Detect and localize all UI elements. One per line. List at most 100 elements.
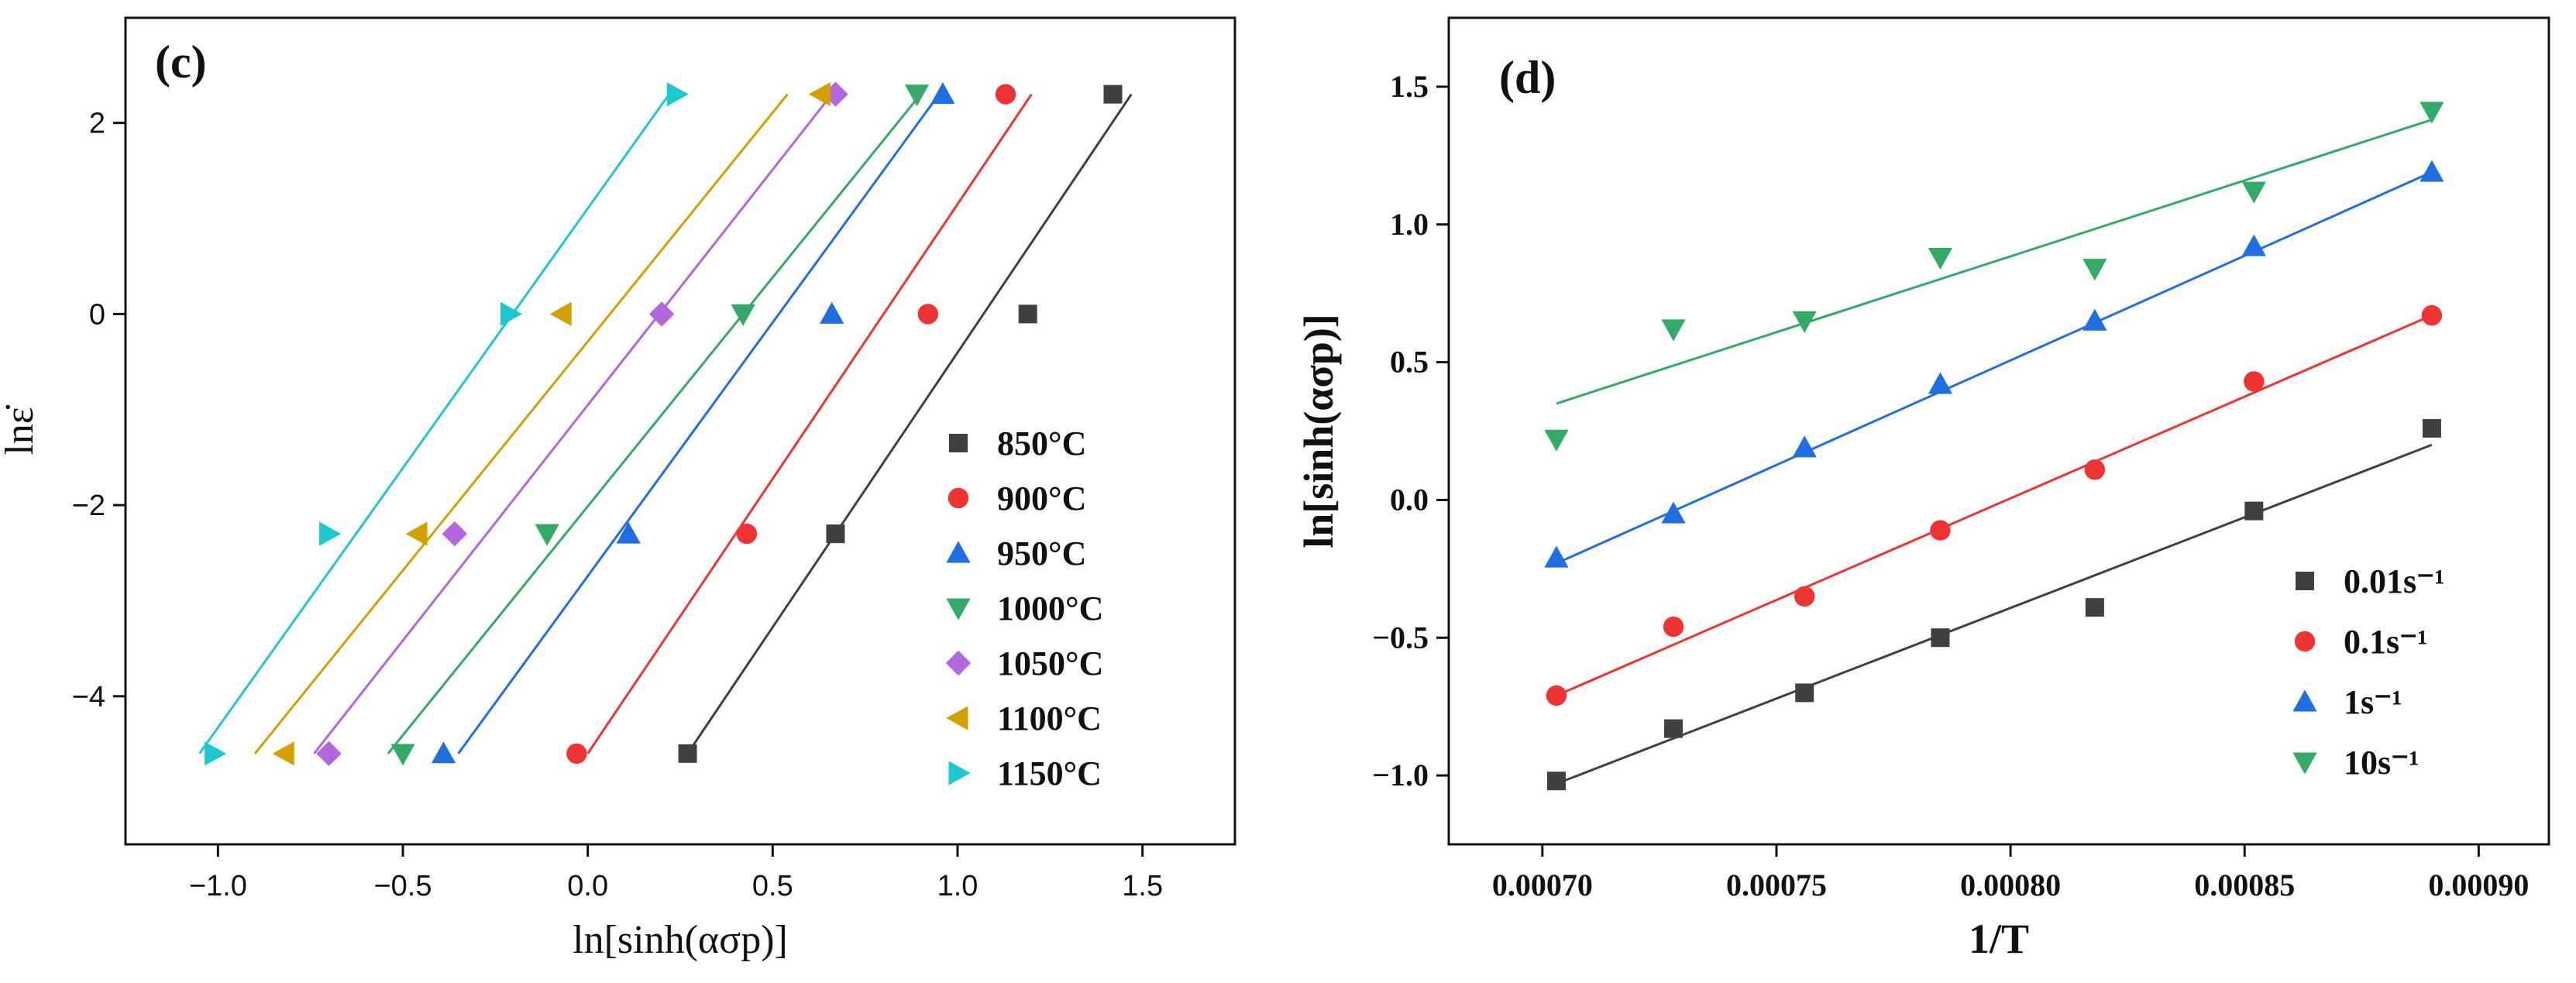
x-tick-label: 1.0 [937,870,978,902]
fit-line [387,93,922,754]
legend-label: 10s⁻¹ [2344,744,2420,782]
x-tick-label: −0.5 [373,870,432,902]
data-point [2244,501,2264,521]
data-point [1663,616,1684,638]
fit-line [1556,119,2433,405]
y-axis-title: lnε̇ [0,404,42,455]
x-tick-label: 0.00075 [1726,868,1827,902]
legend: 0.01s⁻¹ 0.1s⁻¹ 1s⁻¹ 10s⁻¹ [2292,562,2445,782]
legend-label: 0.01s⁻¹ [2344,562,2445,600]
data-point [1546,685,1567,706]
legend-label: 1s⁻¹ [2344,683,2402,721]
data-point [319,521,342,546]
data-point [1018,304,1037,324]
x-axis-title: ln[sinh(ασp)] [573,918,788,962]
data-point [442,521,468,547]
data-point [1546,772,1566,791]
y-tick-label: −2 [72,490,105,522]
data-point [1792,311,1817,333]
panel-d-chart: (d) 0.00070 0.00075 0.00080 0.00085 0.00090 −… [1295,16,2550,962]
legend-marker [948,487,969,509]
data-point [678,744,697,763]
data-point [995,84,1016,105]
data-point [2421,304,2443,326]
data-point [731,304,755,326]
data-point [930,82,955,105]
fit-line [1556,443,2433,785]
legend-marker [946,706,968,730]
legend-label: 1050°C [997,644,1103,682]
plot-frame [1447,16,2550,846]
data-point [2082,259,2107,281]
data-point [2241,234,2266,256]
series-0.1s⁻¹ [1546,304,2443,706]
fit-line [253,93,789,754]
data-point [500,301,523,326]
data-point [826,524,845,544]
fit-line [313,93,833,754]
data-point [1928,247,1953,270]
panel-d-label: (d) [1499,52,1556,103]
data-point [2082,308,2107,331]
data-point [1544,545,1569,568]
y-axis-title: ln[sinh(ασp)] [1295,314,1342,548]
data-point [2420,101,2444,124]
series-850°C [678,84,1133,763]
x-axis-title: 1/T [1969,916,2029,962]
x-tick-label: 1.5 [1122,870,1163,902]
x-tick-label: 0.00070 [1492,868,1593,902]
series-1150°C [198,82,689,766]
panel-c-chart: (c) −1.0 −0.5 0.0 0.5 1.0 1.5 −4 −2 0 2 ln[sinh(ασ… [0,16,1236,962]
fit-line [586,93,1033,754]
legend-marker [2292,689,2317,712]
y-tick-label: 0 [89,298,105,331]
legend-marker [948,761,971,785]
x-tick-label: 0.00080 [1960,868,2061,902]
fit-line [457,93,941,754]
x-tick-label: −1.0 [189,870,247,902]
data-point [2420,160,2444,182]
series-1s⁻¹ [1544,160,2444,568]
fit-line [686,93,1133,754]
data-point [904,84,930,107]
data-point [1794,586,1815,607]
y-tick-label: 0.0 [1390,482,1429,517]
data-point [648,301,675,327]
data-point [316,741,342,767]
fit-line [1556,170,2433,565]
legend-marker [945,650,972,676]
plot-frame [124,16,1236,846]
data-point [272,741,294,766]
data-point [2422,418,2441,438]
legend-label: 0.1s⁻¹ [2344,623,2428,661]
data-point [1931,628,1950,648]
legend-label: 950°C [997,534,1086,572]
data-point [1664,719,1684,738]
series-1050°C [313,81,848,767]
series-1000°C [387,84,930,766]
data-point [616,521,641,544]
y-tick-label: 0.5 [1390,345,1429,380]
data-point [820,301,844,324]
x-tick-label: 0.0 [567,870,608,902]
data-point [2241,181,2266,204]
fit-line [198,93,670,754]
y-tick-label: −1.0 [1372,758,1429,792]
data-point [666,82,689,107]
data-point [390,744,415,766]
data-point [566,743,587,765]
series-10s⁻¹ [1544,101,2444,452]
data-point [1661,501,1686,524]
series-0.01s⁻¹ [1546,418,2441,791]
series-900°C [566,84,1033,765]
y-tick-label: 1.5 [1390,69,1429,104]
legend-label: 850°C [997,424,1086,462]
data-point [535,524,559,546]
y-tick-label: 1.0 [1390,207,1429,242]
legend-label: 900°C [997,479,1086,517]
y-tick-label: 2 [89,108,105,140]
data-point [1930,520,1951,541]
legend-marker [2292,752,2317,775]
data-point [431,741,456,764]
data-point [2084,459,2106,480]
